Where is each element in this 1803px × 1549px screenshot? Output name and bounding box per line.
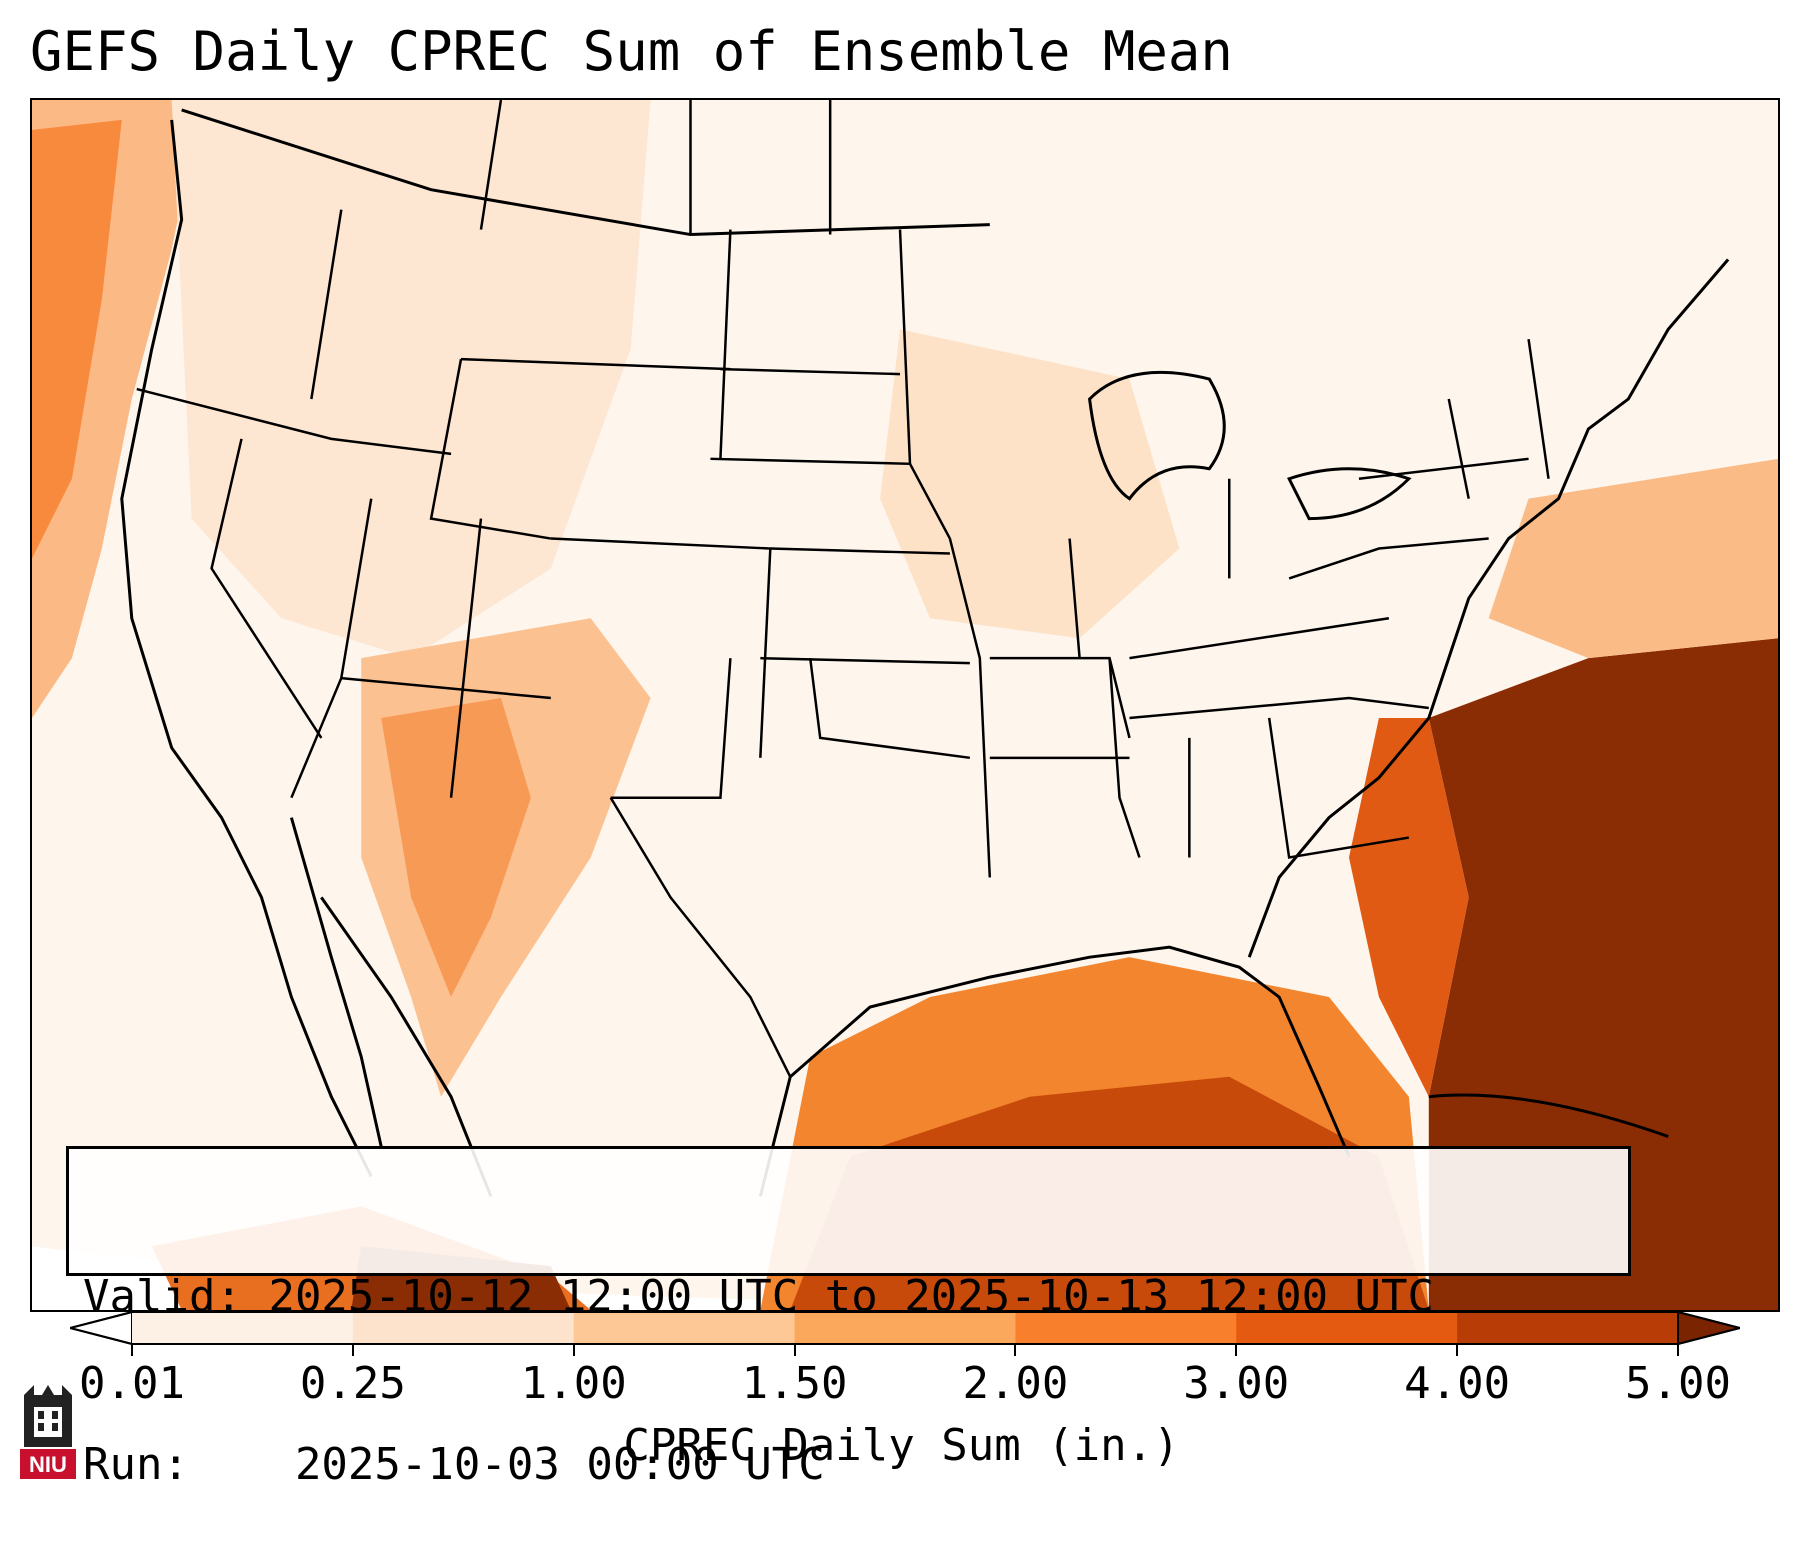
map-panel [30, 98, 1780, 1312]
colorbar-under-extension [70, 1310, 133, 1346]
colorbar-tick-mark [572, 1344, 575, 1356]
colorbar-bin [132, 1312, 354, 1344]
colorbar-bin [352, 1312, 575, 1344]
logo-text: NIU [29, 1452, 67, 1477]
colorbar-tick-label: 0.01 [79, 1358, 185, 1409]
colorbar-bin [1015, 1312, 1237, 1344]
colorbar-tick-label: 0.25 [299, 1358, 406, 1409]
colorbar-tick-label: 1.50 [741, 1358, 848, 1409]
colorbar-tick-label: 4.00 [1404, 1358, 1511, 1409]
colorbar-bin [794, 1312, 1016, 1344]
colorbar-tick-label: 5.00 [1625, 1358, 1731, 1409]
colorbar-tick-mark [1014, 1344, 1017, 1356]
valid-run-info-box: Valid: 2025-10-12 12:00 UTC to 2025-10-1… [66, 1146, 1631, 1490]
run-value: 2025-10-03 00:00 UTC [294, 1439, 825, 1490]
colorbar-label: CPREC Daily Sum (in.) [623, 1420, 1180, 1471]
precip-map [32, 100, 1778, 1310]
colorbar-bin [1236, 1312, 1458, 1344]
run-row: Run: 2025-10-03 00:00 UTC [83, 1437, 1614, 1493]
colorbar-tick-mark [793, 1344, 796, 1356]
atlantic-edge [1348, 717, 1469, 1097]
page-title: GEFS Daily CPREC Sum of Ensemble Mean [30, 20, 1233, 83]
logo-banner [20, 1449, 76, 1479]
colorbar-bin [573, 1312, 796, 1344]
colorbar [70, 1310, 1740, 1346]
colorbar-tick-label: 2.00 [962, 1358, 1069, 1409]
northeast-offshore [1488, 458, 1778, 659]
colorbar-tick-mark [1235, 1344, 1238, 1356]
southwest-core [381, 698, 531, 998]
state-borders [136, 100, 1550, 1078]
colorbar-bin [1457, 1312, 1679, 1344]
west-interior-field [171, 100, 651, 659]
niu-logo-icon: NIU [20, 1385, 76, 1479]
colorbar-tick-mark [131, 1344, 133, 1356]
colorbar-tick-mark [1677, 1344, 1679, 1356]
colorbar-tick-label: 1.00 [520, 1358, 627, 1409]
run-label: Run: [83, 1439, 189, 1490]
colorbar-tick-mark [1456, 1344, 1459, 1356]
colorbar-tick-label: 3.00 [1183, 1358, 1290, 1409]
colorbar-over-extension [1677, 1310, 1740, 1346]
colorbar-tick-mark [351, 1344, 354, 1356]
atlantic-heavy-precip [1428, 638, 1778, 1310]
pacific-precip-core [32, 119, 122, 559]
